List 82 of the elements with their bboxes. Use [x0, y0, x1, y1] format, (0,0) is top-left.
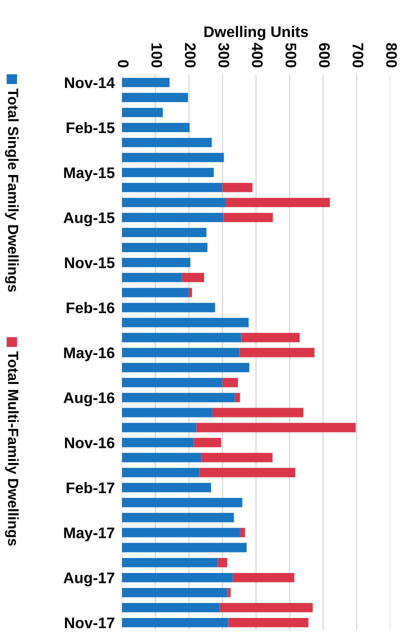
bar — [122, 138, 212, 148]
legend-label: Total Single Family Dwellings — [5, 88, 19, 292]
bar — [122, 512, 234, 522]
bar — [122, 618, 228, 628]
x-tick-label: 800 — [386, 43, 397, 68]
y-tick-label: Nov-17 — [65, 618, 114, 628]
bar — [222, 182, 252, 192]
bar — [239, 348, 314, 358]
bar — [122, 498, 242, 508]
bar — [232, 572, 294, 582]
bar — [122, 378, 222, 388]
bar — [122, 438, 194, 448]
bar — [182, 272, 204, 282]
y-tick-label: Aug-15 — [64, 212, 115, 226]
bar — [122, 122, 190, 132]
x-tick-label: 600 — [319, 43, 330, 68]
bar — [122, 528, 240, 538]
y-tick-label: Feb-15 — [66, 122, 115, 134]
bar — [122, 78, 170, 88]
bar — [122, 422, 196, 432]
x-tick-label: 500 — [285, 43, 296, 68]
y-tick-label: May-17 — [64, 528, 114, 542]
bar — [122, 332, 242, 342]
y-tick-label: Nov-15 — [65, 258, 115, 268]
bar — [122, 258, 190, 268]
y-tick-label: May-15 — [64, 168, 115, 182]
bar — [122, 362, 250, 372]
x-tick-label: 400 — [252, 42, 263, 68]
bar — [122, 182, 222, 192]
bar — [227, 588, 231, 598]
bar — [199, 468, 296, 478]
bar — [196, 422, 356, 432]
bar — [122, 302, 216, 312]
bar — [122, 392, 235, 402]
x-tick-label: 300 — [218, 42, 230, 68]
y-tick-label: Nov-16 — [65, 437, 114, 448]
bar — [194, 438, 222, 448]
legend-label: Total Multi-Family Dwellings — [5, 351, 19, 546]
bar — [228, 618, 308, 628]
bar — [122, 108, 163, 118]
bar — [122, 288, 189, 298]
bar — [122, 92, 188, 102]
y-tick-label: Aug-16 — [64, 392, 114, 406]
x-tick-label: 100 — [151, 44, 162, 68]
x-tick-label: 0 — [118, 60, 129, 68]
bar — [122, 602, 220, 612]
bar — [122, 542, 247, 552]
bar — [122, 242, 208, 252]
x-tick-label: 200 — [184, 43, 196, 68]
x-tick-label: 700 — [352, 43, 364, 68]
bar — [218, 558, 228, 568]
bar — [122, 558, 218, 568]
bar — [122, 348, 240, 358]
bar — [122, 318, 249, 328]
y-tick-label: Feb-17 — [66, 482, 114, 494]
bar — [201, 452, 272, 462]
bar — [122, 482, 212, 492]
bar — [241, 332, 300, 342]
y-tick-label: Feb-16 — [66, 302, 114, 314]
bar — [122, 168, 214, 178]
bar — [212, 408, 304, 418]
bar — [226, 198, 330, 208]
bar — [188, 288, 192, 298]
y-tick-label: May-16 — [64, 347, 114, 362]
bar — [122, 228, 206, 238]
bar — [122, 272, 182, 282]
bar — [234, 392, 240, 402]
bar — [122, 468, 200, 478]
y-tick-label: Nov-14 — [65, 78, 115, 88]
bar — [122, 588, 228, 598]
bar — [220, 602, 313, 612]
bar — [122, 152, 224, 162]
y-tick-label: Aug-17 — [64, 572, 114, 586]
bar — [122, 198, 226, 208]
bar — [222, 378, 238, 388]
bar — [122, 572, 233, 582]
bar — [240, 528, 245, 538]
bar — [223, 212, 273, 222]
bar — [122, 452, 202, 462]
bar — [122, 408, 212, 418]
bar — [122, 212, 224, 222]
x-axis-title: Dwelling Units — [204, 26, 308, 40]
